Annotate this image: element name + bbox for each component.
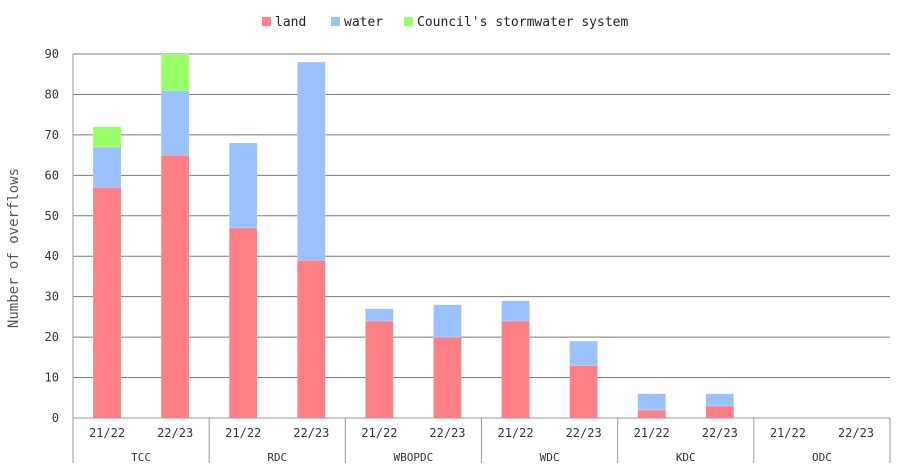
x-tick-label: 21/22: [225, 426, 261, 440]
x-tick-label: 21/22: [770, 426, 806, 440]
group-label: ODC: [812, 451, 832, 464]
bar-segment: [92, 187, 122, 419]
x-tick-label: 22/23: [702, 426, 738, 440]
bar-segment: [637, 409, 666, 419]
bar-segment: [365, 320, 394, 419]
bar-segment: [297, 260, 326, 419]
x-tick-label: 21/22: [361, 426, 397, 440]
bar-segment: [501, 300, 530, 322]
bar-segment: [569, 365, 598, 419]
bar-segment: [705, 405, 735, 419]
group-label: TCC: [131, 451, 151, 464]
y-tick-label: 80: [45, 87, 59, 101]
bar-segment: [501, 320, 530, 419]
y-tick-label: 40: [45, 249, 59, 263]
y-tick-label: 50: [45, 209, 59, 223]
x-tick-label: 22/23: [838, 426, 874, 440]
gridlines: [73, 53, 890, 379]
legend: land water Council's stormwater system: [262, 15, 628, 30]
bar-segment: [569, 340, 598, 366]
y-tick-label: 90: [45, 47, 59, 61]
x-tick-label: 22/23: [157, 426, 193, 440]
y-axis-label: Number of overflows: [6, 168, 22, 328]
legend-label: land: [275, 15, 306, 30]
bar-segment: [160, 90, 190, 156]
y-tick-label: 20: [45, 330, 59, 344]
x-tick-label: 21/22: [89, 426, 125, 440]
group-label: KDC: [676, 451, 696, 464]
legend-swatch: [404, 17, 413, 26]
bar-segment: [160, 154, 190, 419]
bar-segment: [228, 142, 258, 229]
y-tick-label: 60: [45, 168, 59, 182]
y-tick-label: 10: [45, 371, 59, 385]
x-tick-label: 22/23: [293, 426, 329, 440]
legend-label: water: [344, 15, 383, 30]
group-label: WBOPDC: [394, 451, 434, 464]
bar-segment: [365, 308, 394, 322]
legend-label: Council's stormwater system: [417, 15, 628, 30]
x-tick-label: 22/23: [429, 426, 465, 440]
bar-segment: [92, 126, 122, 148]
x-tick-label: 21/22: [497, 426, 533, 440]
y-tick-label: 0: [52, 411, 59, 425]
y-tick-label: 30: [45, 290, 59, 304]
bar-segment: [297, 61, 326, 261]
bar-segment: [228, 227, 258, 419]
legend-swatch: [331, 17, 340, 26]
legend-swatch: [262, 17, 271, 26]
bar-segment: [705, 393, 735, 407]
axes: 0 10 20 30 40 50 60 70 80 90 21/22 22/23 21/22 22/23 2…: [45, 47, 891, 464]
bar-segment: [433, 304, 462, 338]
bar-segment: [433, 336, 462, 419]
x-tick-label: 22/23: [566, 426, 602, 440]
x-tick-label: 21/22: [634, 426, 670, 440]
bar-segment: [160, 53, 190, 91]
y-tick-label: 70: [45, 128, 59, 142]
bar-segment: [92, 146, 122, 188]
bar-segment: [637, 393, 666, 411]
group-label: WDC: [540, 451, 560, 464]
bars: [92, 53, 735, 419]
group-label: RDC: [267, 451, 287, 464]
